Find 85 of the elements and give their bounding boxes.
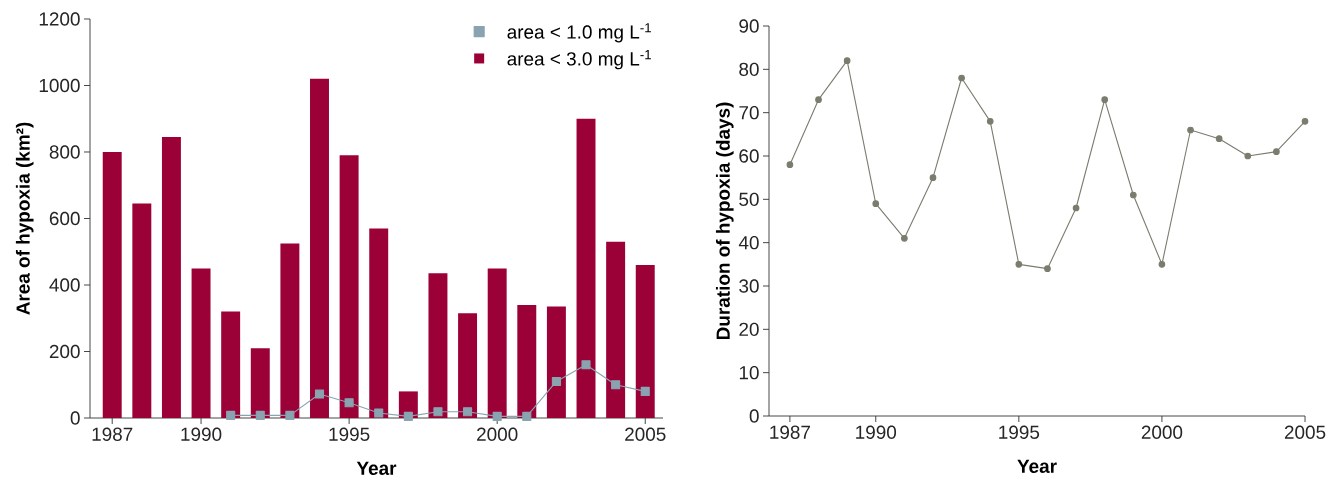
point [986,117,994,125]
x-tick-label: 2005 [1284,425,1326,439]
bar [606,241,626,418]
bar [546,306,566,418]
point [1273,148,1280,156]
point [1129,191,1137,199]
bar [458,313,478,418]
bar [487,268,507,418]
x-tick-label: 1990 [181,427,222,441]
point [929,174,937,182]
x-tick-label: 2005 [625,427,666,441]
y-tick-label: 40 [738,235,759,250]
y-tick-label: 20 [739,322,759,337]
y-tick-label: 0 [749,409,759,423]
y-axis-title: Area of hypoxia (km²) [15,122,34,315]
point [1015,260,1023,268]
y-axis-title: Duration of hypoxia (days) [715,102,734,340]
x-tick-label: 1987 [770,425,810,439]
legend-label: area < 1.0 mg L$^{-1}$ [507,23,651,43]
y-tick-label: 1200 [39,12,80,26]
bar [161,137,181,418]
x-tick-label: 1990 [856,425,897,439]
bar [191,268,211,418]
bar [428,273,448,418]
bar [310,78,329,418]
point [901,234,908,242]
y-tick-label: 1000 [39,78,80,93]
point [958,74,965,82]
y-tick-label: 400 [49,278,80,292]
x-tick-label: 1995 [329,427,370,441]
legend-label: area < 3.0 mg L$^{-1}$ [507,50,651,70]
y-tick-label: 800 [49,145,80,159]
point [1101,96,1109,104]
x-tick-label: 2000 [477,427,518,441]
point [463,407,473,417]
y-tick-label: 90 [739,19,759,33]
point [1244,152,1252,160]
bar [339,155,359,418]
bar [132,203,152,418]
y-tick-label: 0 [70,411,80,425]
bar [102,152,122,418]
y-tick-label: 30 [739,279,759,293]
point [285,410,295,420]
bar [280,243,300,418]
point [226,410,236,420]
point [786,161,794,169]
point [1187,126,1194,134]
point [344,398,354,408]
x-tick-label: 2000 [1141,425,1183,439]
point [843,57,851,65]
bar [635,265,655,418]
point [1072,204,1080,212]
y-tick-label: 50 [739,192,759,207]
point [872,200,880,208]
bar [221,311,241,418]
point [522,411,532,421]
point [314,389,325,399]
y-tick-label: 60 [739,149,759,163]
point [374,408,384,418]
bar [250,348,270,418]
x-tick-label: 1987 [92,427,133,441]
point [433,407,443,417]
point [403,411,413,421]
point [492,411,502,421]
point [815,96,822,104]
point [551,376,561,386]
point [1044,265,1051,273]
bar [369,228,389,418]
x-axis-title: Year [356,461,397,475]
y-tick-label: 600 [49,211,80,226]
y-tick-label: 70 [739,105,759,120]
y-tick-label: 80 [739,62,759,77]
point [1158,260,1166,268]
point [640,386,650,396]
point [255,410,265,420]
point [611,380,621,390]
bar [576,118,596,418]
y-tick-label: 200 [49,344,80,359]
x-tick-label: 1995 [999,425,1040,439]
point [581,360,591,370]
y-tick-label: 10 [739,365,759,380]
point [1215,135,1223,143]
x-axis-title: Year [1017,459,1057,473]
point [1301,117,1309,125]
bar [517,304,537,418]
